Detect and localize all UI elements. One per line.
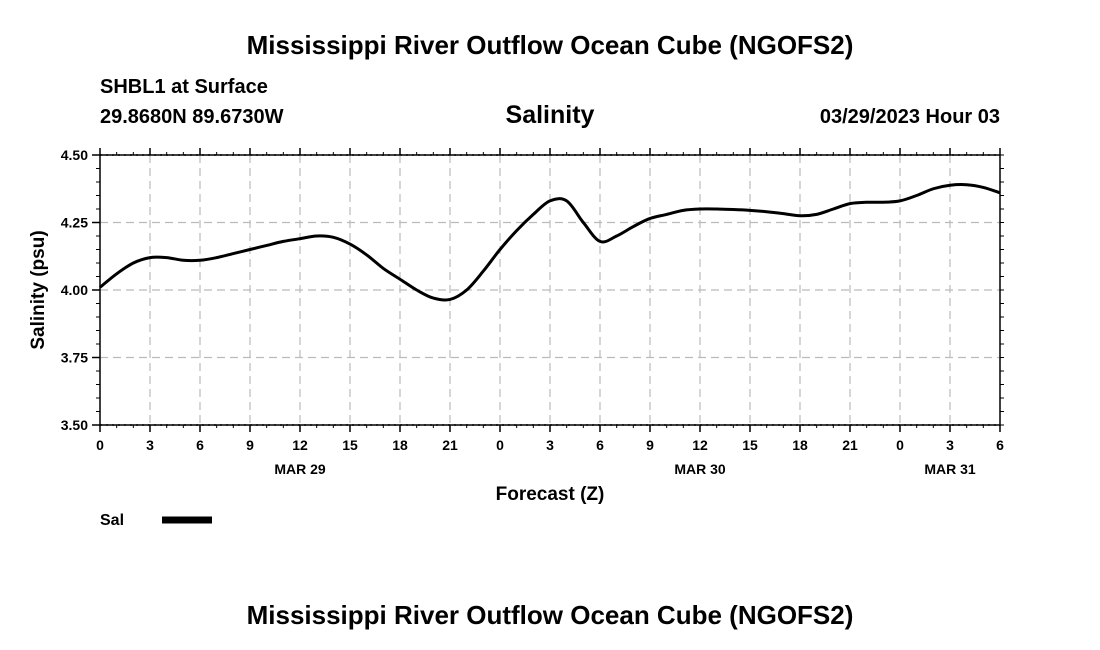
y-tick-label: 4.50 xyxy=(61,147,88,163)
chart-title-top: Mississippi River Outflow Ocean Cube (NG… xyxy=(246,30,854,60)
x-tick-label: 6 xyxy=(596,437,604,453)
series-layer xyxy=(99,183,1001,302)
x-tick-label: 18 xyxy=(392,437,408,453)
x-tick-label: 6 xyxy=(196,437,204,453)
y-tick-label: 3.75 xyxy=(61,350,88,366)
x-tick-label: 15 xyxy=(342,437,358,453)
coordinates-label: 29.8680N 89.6730W xyxy=(100,106,284,128)
day-label: MAR 31 xyxy=(924,461,976,477)
variable-title: Salinity xyxy=(505,101,595,129)
x-axis-title: Forecast (Z) xyxy=(496,484,605,505)
day-label: MAR 29 xyxy=(274,461,326,477)
series-line-sal xyxy=(99,183,1001,302)
chart-title-bottom: Mississippi River Outflow Ocean Cube (NG… xyxy=(246,600,854,630)
x-tick-label: 9 xyxy=(646,437,654,453)
x-tick-label: 0 xyxy=(496,437,504,453)
x-tick-label: 3 xyxy=(546,437,554,453)
y-axis-title: Salinity (psu) xyxy=(28,230,49,349)
station-label: SHBL1 at Surface xyxy=(100,76,268,98)
x-tick-label: 18 xyxy=(792,437,808,453)
x-tick-label: 0 xyxy=(896,437,904,453)
x-tick-label: 15 xyxy=(742,437,758,453)
y-tick-label: 3.50 xyxy=(61,417,88,433)
x-tick-label: 9 xyxy=(246,437,254,453)
y-tick-label: 4.25 xyxy=(61,215,88,231)
tick-labels: 3.50 3.75 4.00 4.25 4.50 0 3 6 9 12 15 18 21 0 3 6 9 12 15… xyxy=(61,147,1004,477)
legend-label: Sal xyxy=(100,512,124,529)
x-tick-label: 0 xyxy=(96,437,104,453)
x-tick-label: 21 xyxy=(442,437,458,453)
day-label: MAR 30 xyxy=(674,461,726,477)
x-tick-label: 21 xyxy=(842,437,858,453)
x-tick-label: 6 xyxy=(996,437,1004,453)
x-tick-label: 3 xyxy=(146,437,154,453)
date-label: 03/29/2023 Hour 03 xyxy=(819,106,1000,128)
x-tick-label: 3 xyxy=(946,437,954,453)
axis-ticks xyxy=(92,148,1004,432)
y-tick-label: 4.00 xyxy=(61,282,88,298)
x-tick-label: 12 xyxy=(692,437,708,453)
grid-lines xyxy=(100,154,1000,426)
legend: Sal xyxy=(100,512,212,529)
x-tick-label: 12 xyxy=(292,437,308,453)
